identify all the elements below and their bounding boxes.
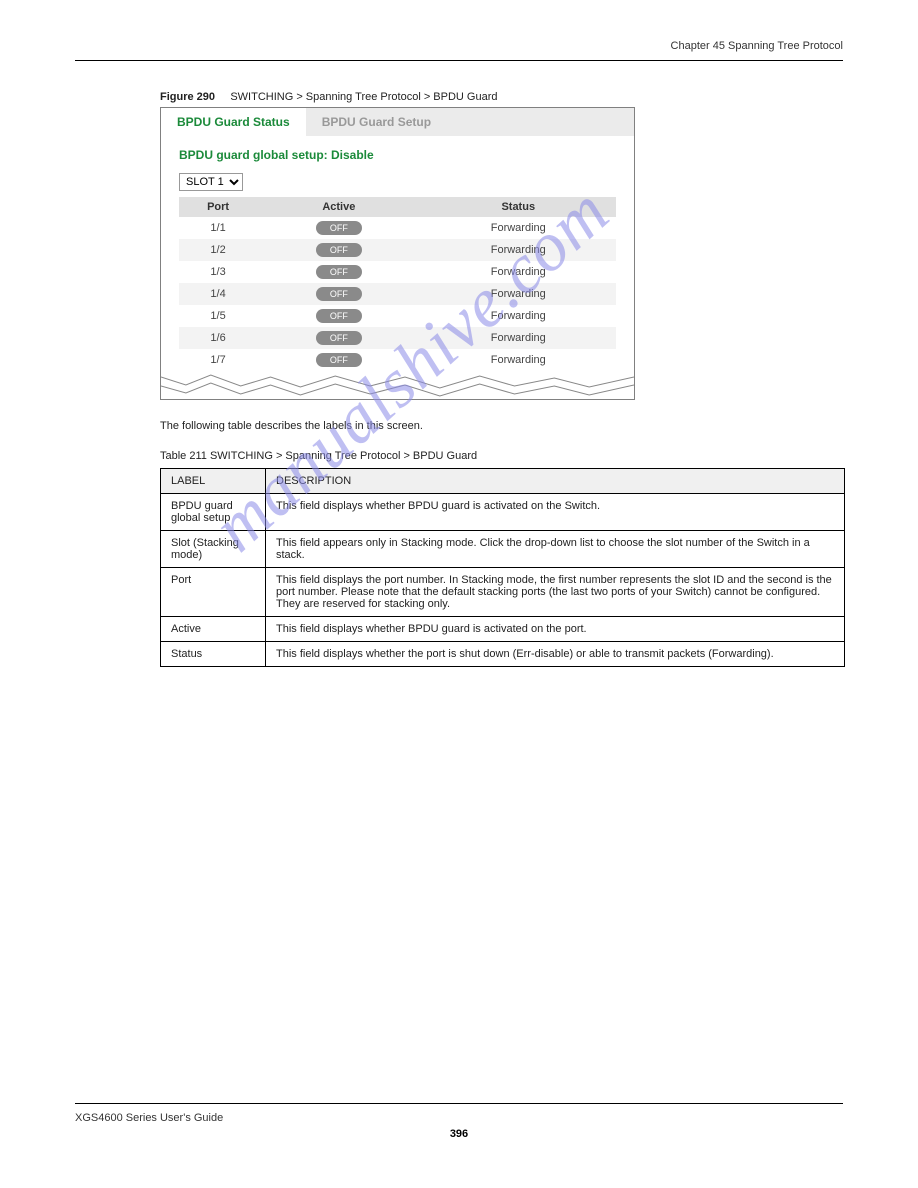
cell-label: Port xyxy=(161,568,266,617)
header-chapter: Chapter 45 Spanning Tree Protocol xyxy=(75,40,843,52)
cell-label: Active xyxy=(161,617,266,642)
torn-edge xyxy=(161,371,634,399)
cell-desc: This field displays whether BPDU guard i… xyxy=(266,617,845,642)
cell-status: Forwarding xyxy=(421,283,616,305)
footer-rule xyxy=(75,1103,843,1104)
header-rule xyxy=(75,60,843,61)
cell-port: 1/5 xyxy=(179,305,257,327)
table-row: 1/6 OFF Forwarding xyxy=(179,327,616,349)
cell-status: Forwarding xyxy=(421,327,616,349)
table-row: 1/2 OFF Forwarding xyxy=(179,239,616,261)
off-pill: OFF xyxy=(316,353,362,367)
cell-desc: This field appears only in Stacking mode… xyxy=(266,531,845,568)
table-row: 1/7 OFF Forwarding xyxy=(179,349,616,371)
col-status: Status xyxy=(421,197,616,217)
cell-status: Forwarding xyxy=(421,305,616,327)
chapter-text: Chapter 45 Spanning Tree Protocol xyxy=(671,40,843,52)
footer: XGS4600 Series User's Guide 396 xyxy=(75,1103,843,1140)
table-row: 1/3 OFF Forwarding xyxy=(179,261,616,283)
off-pill: OFF xyxy=(316,331,362,345)
cell-port: 1/4 xyxy=(179,283,257,305)
cell-status: Forwarding xyxy=(421,349,616,371)
table-row: BPDU guard global setup This field displ… xyxy=(161,494,845,531)
off-pill: OFF xyxy=(316,287,362,301)
cell-active: OFF xyxy=(257,349,420,371)
cell-port: 1/6 xyxy=(179,327,257,349)
cell-active: OFF xyxy=(257,217,420,239)
table-row: 1/4 OFF Forwarding xyxy=(179,283,616,305)
screenshot-panel: BPDU Guard Status BPDU Guard Setup BPDU … xyxy=(160,107,635,400)
cell-desc: This field displays the port number. In … xyxy=(266,568,845,617)
cell-status: Forwarding xyxy=(421,217,616,239)
figure-caption: Figure 290 SWITCHING > Spanning Tree Pro… xyxy=(160,91,843,103)
footer-product: XGS4600 Series User's Guide xyxy=(75,1112,223,1124)
desc-header-desc: DESCRIPTION xyxy=(266,469,845,494)
cell-status: Forwarding xyxy=(421,261,616,283)
off-pill: OFF xyxy=(316,221,362,235)
table-row: 1/1 OFF Forwarding xyxy=(179,217,616,239)
cell-desc: This field displays whether BPDU guard i… xyxy=(266,494,845,531)
off-pill: OFF xyxy=(316,309,362,323)
tab-bpdu-setup[interactable]: BPDU Guard Setup xyxy=(306,108,447,136)
cell-port: 1/7 xyxy=(179,349,257,371)
cell-status: Forwarding xyxy=(421,239,616,261)
desc-table-caption: Table 211 SWITCHING > Spanning Tree Prot… xyxy=(160,450,843,462)
panel-body: BPDU guard global setup: Disable SLOT 1 … xyxy=(161,136,634,371)
col-port: Port xyxy=(179,197,257,217)
footer-page: 396 xyxy=(450,1128,468,1140)
table-row: 1/5 OFF Forwarding xyxy=(179,305,616,327)
off-pill: OFF xyxy=(316,243,362,257)
cell-port: 1/3 xyxy=(179,261,257,283)
cell-port: 1/1 xyxy=(179,217,257,239)
cell-port: 1/2 xyxy=(179,239,257,261)
table-row: Slot (Stacking mode) This field appears … xyxy=(161,531,845,568)
col-active: Active xyxy=(257,197,420,217)
cell-label: BPDU guard global setup xyxy=(161,494,266,531)
cell-desc: This field displays whether the port is … xyxy=(266,642,845,667)
cell-active: OFF xyxy=(257,261,420,283)
slot-select[interactable]: SLOT 1 xyxy=(179,173,243,191)
cell-active: OFF xyxy=(257,239,420,261)
cell-label: Slot (Stacking mode) xyxy=(161,531,266,568)
desc-table: LABEL DESCRIPTION BPDU guard global setu… xyxy=(160,468,845,667)
desc-intro: The following table describes the labels… xyxy=(160,420,843,432)
status-title: BPDU guard global setup: Disable xyxy=(179,148,616,162)
table-row: Active This field displays whether BPDU … xyxy=(161,617,845,642)
tab-bpdu-status[interactable]: BPDU Guard Status xyxy=(161,108,306,136)
off-pill: OFF xyxy=(316,265,362,279)
cell-active: OFF xyxy=(257,305,420,327)
table-row: Status This field displays whether the p… xyxy=(161,642,845,667)
tab-row: BPDU Guard Status BPDU Guard Setup xyxy=(161,108,634,136)
port-table: Port Active Status 1/1 OFF Forwarding 1/2 OF… xyxy=(179,197,616,371)
cell-active: OFF xyxy=(257,283,420,305)
cell-label: Status xyxy=(161,642,266,667)
desc-header-label: LABEL xyxy=(161,469,266,494)
table-row: Port This field displays the port number… xyxy=(161,568,845,617)
cell-active: OFF xyxy=(257,327,420,349)
